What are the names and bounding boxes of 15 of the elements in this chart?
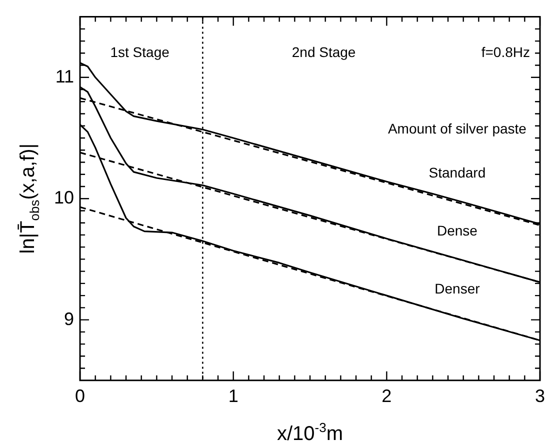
x-tick-label: 2 bbox=[382, 386, 392, 406]
series-label: Denser bbox=[434, 280, 480, 297]
series-label: Dense bbox=[436, 222, 478, 239]
annotation: Amount of silver paste bbox=[388, 120, 527, 136]
y-tick-label: 9 bbox=[64, 308, 74, 329]
y-axis-title: ln|T̄obs(x,a,f)| bbox=[16, 143, 42, 254]
x-tick-label: 1 bbox=[228, 386, 238, 406]
y-tick-label: 11 bbox=[55, 66, 74, 86]
x-tick-label: 0 bbox=[75, 386, 86, 406]
series-label: Standard bbox=[428, 164, 486, 180]
x-tick-label: 3 bbox=[534, 386, 546, 406]
annotation: 2nd Stage bbox=[292, 44, 356, 60]
y-tick-label: 10 bbox=[54, 188, 74, 208]
annotation: f=0.8Hz bbox=[481, 44, 530, 60]
annotation: 1st Stage bbox=[110, 44, 170, 60]
